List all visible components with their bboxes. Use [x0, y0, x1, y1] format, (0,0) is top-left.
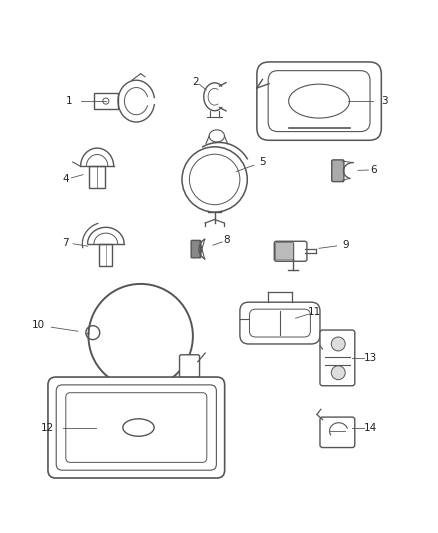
FancyBboxPatch shape: [191, 240, 201, 258]
FancyBboxPatch shape: [99, 244, 113, 265]
FancyBboxPatch shape: [320, 330, 355, 386]
FancyBboxPatch shape: [56, 385, 216, 470]
Text: 6: 6: [370, 165, 377, 175]
Text: 7: 7: [63, 238, 69, 247]
FancyBboxPatch shape: [332, 160, 344, 182]
Text: 13: 13: [364, 353, 377, 363]
Text: 8: 8: [223, 236, 230, 245]
Circle shape: [331, 366, 345, 379]
FancyBboxPatch shape: [320, 417, 355, 448]
Text: 14: 14: [364, 423, 377, 433]
Circle shape: [331, 337, 345, 351]
Text: 1: 1: [66, 96, 72, 106]
Text: 2: 2: [193, 77, 199, 86]
FancyBboxPatch shape: [274, 241, 307, 261]
FancyBboxPatch shape: [276, 243, 294, 260]
FancyBboxPatch shape: [66, 393, 207, 462]
Text: 9: 9: [342, 240, 349, 250]
Circle shape: [189, 154, 240, 205]
FancyBboxPatch shape: [48, 377, 225, 478]
Circle shape: [182, 147, 247, 212]
Ellipse shape: [289, 84, 350, 118]
Text: 3: 3: [381, 96, 388, 106]
FancyBboxPatch shape: [180, 355, 200, 377]
Text: 12: 12: [40, 423, 54, 433]
Text: 11: 11: [308, 307, 321, 317]
Ellipse shape: [123, 419, 154, 436]
FancyBboxPatch shape: [240, 302, 320, 344]
Text: 5: 5: [259, 157, 266, 167]
FancyBboxPatch shape: [94, 93, 118, 109]
FancyBboxPatch shape: [89, 166, 105, 188]
Circle shape: [103, 98, 109, 104]
FancyBboxPatch shape: [250, 309, 311, 337]
Text: 4: 4: [63, 174, 69, 184]
FancyBboxPatch shape: [257, 62, 381, 140]
FancyBboxPatch shape: [268, 71, 370, 132]
Text: 10: 10: [32, 320, 45, 330]
